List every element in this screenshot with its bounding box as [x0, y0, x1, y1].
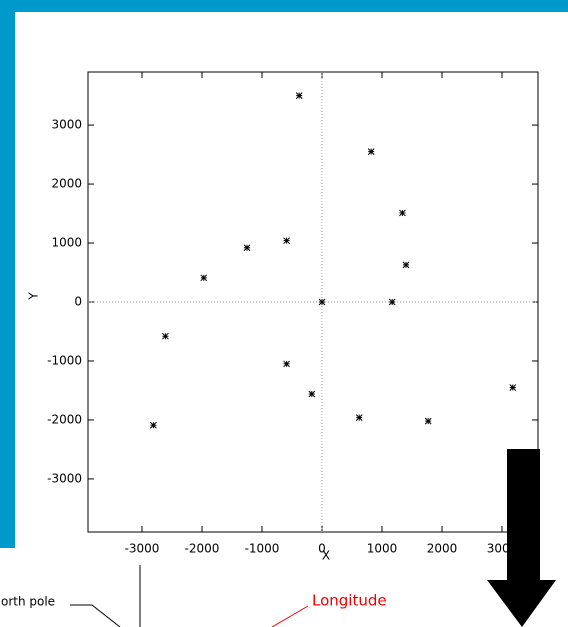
x-tick-label: 1000 — [367, 542, 398, 556]
point — [388, 298, 396, 306]
y-tick-label: -3000 — [47, 471, 82, 485]
point — [150, 421, 157, 429]
point — [424, 417, 432, 425]
y-axis-label: Y — [27, 292, 41, 301]
x-tick-label: -3000 — [125, 542, 160, 556]
point — [402, 261, 410, 269]
y-tick-label: 1000 — [51, 236, 82, 250]
annotation-leader — [271, 605, 309, 627]
x-tick-label: 2000 — [427, 542, 458, 556]
point — [355, 414, 363, 421]
marks: -3000 -2000 -1000 0 1000 2000 3000 -3000 -2000 -1… — [47, 72, 538, 556]
point — [399, 209, 406, 217]
point — [283, 360, 290, 368]
arrow-head — [487, 580, 556, 627]
y-tick-label: 2000 — [51, 177, 82, 191]
y-tick-label: -2000 — [47, 412, 82, 426]
x-tick-label: -1000 — [245, 542, 280, 556]
point — [200, 274, 208, 282]
annotation-right: Longitude — [312, 592, 387, 610]
point — [162, 332, 169, 340]
point — [243, 244, 251, 252]
point — [295, 92, 303, 99]
point — [318, 298, 326, 306]
point — [283, 237, 290, 245]
y-tick-label: -1000 — [47, 353, 82, 367]
annotation-leader — [70, 604, 121, 627]
point — [509, 384, 517, 391]
y-tick-label: 0 — [74, 295, 82, 309]
x-axis-label: X — [322, 549, 330, 563]
annotation-left: North pole — [0, 595, 55, 609]
y-tick-label: 3000 — [51, 118, 82, 132]
x-tick-label: -2000 — [185, 542, 220, 556]
point — [367, 148, 375, 155]
left-banner — [0, 0, 15, 548]
x-tick-label: 0 — [318, 542, 326, 556]
top-banner — [0, 0, 568, 12]
arrow-shaft — [507, 449, 540, 581]
point — [308, 390, 316, 398]
